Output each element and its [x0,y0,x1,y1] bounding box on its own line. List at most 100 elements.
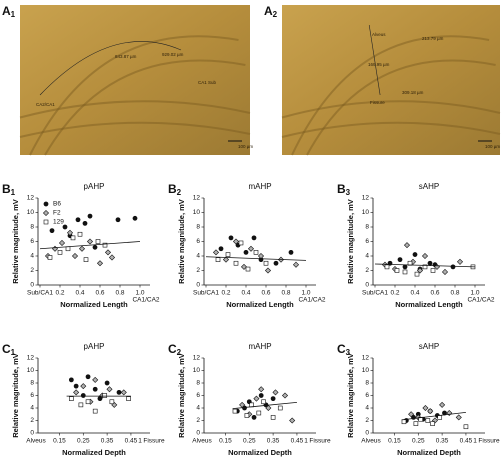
micrograph-label: 213.79 µm [422,36,444,41]
y-tick-label: 8 [196,224,200,231]
micrograph-label: 309.18 µm [402,90,424,95]
data-point [253,395,260,402]
y-tick-label: 4 [30,253,34,260]
tissue-layer [44,59,246,156]
x-end-label: Fissure [143,438,165,445]
chart-title: mAHP [248,342,271,351]
x-axis-label: Normalized Depth [397,448,461,457]
data-point [256,410,262,416]
legend-label: 129 [53,219,64,226]
data-point [75,217,81,223]
x-tick-label: 0.15 [219,438,232,445]
y-tick-label: 12 [27,195,35,202]
data-point [422,404,429,412]
data-point [212,249,220,256]
y-axis-label: Relative magnitude, mV [346,353,355,438]
x-tick-label: 0.8 [115,290,124,297]
panel-subscript: 2 [273,10,278,19]
y-tick-label: 10 [193,209,201,216]
data-point [243,249,249,255]
chart-title: mAHP [248,182,271,191]
x-tick-label: 0.6 [261,290,270,297]
data-point [427,408,434,415]
micrograph-label: 929.02 µm [162,52,184,57]
y-tick-label: 6 [196,392,200,399]
micrograph-label: 100 µm [238,144,253,149]
data-point [92,376,99,383]
y-tick-label: 10 [27,209,35,216]
fit-line [205,256,307,261]
x-tick-label: Sub/CA1 [193,290,219,297]
x-tick-label: 0.35 [436,438,449,445]
x-tick-label: 1.0 [470,290,479,297]
y-tick-label: 6 [196,238,200,245]
data-point [253,250,259,255]
x-tick-label: 0.45 [460,438,473,445]
data-point [270,415,276,420]
data-point [80,393,86,398]
data-point [416,267,424,274]
data-point [102,393,108,398]
fit-line [401,411,466,421]
data-point [69,396,74,401]
data-point [384,264,390,270]
x-tick-label: 0.35 [101,438,114,445]
panel-letter: B [2,182,11,196]
micrograph-image [20,5,250,155]
y-tick-label: 6 [365,238,369,245]
data-point [92,386,98,392]
x-axis-label: Normalized Length [60,300,128,309]
data-point [439,401,446,408]
legend-label: B6 [53,201,61,208]
data-point [402,269,408,275]
x-tick-label: 0.4 [241,290,250,297]
data-point [264,267,272,274]
data-point [80,383,87,390]
x-end-label: 1 [138,438,142,445]
data-point [95,239,101,244]
data-point [281,392,289,399]
data-point [49,228,55,234]
x-tick-label: 0.4 [410,290,419,297]
y-tick-label: 0 [365,282,369,289]
x-end-label: CA1/CA2 [132,297,159,304]
data-point [87,213,93,219]
panel-letter: C [2,342,11,356]
data-point [65,246,71,252]
data-point [68,377,74,383]
data-point [85,374,91,380]
measure-line [39,41,182,96]
y-tick-label: 10 [362,367,370,374]
panel-label: B3 [337,182,351,197]
data-point [104,380,110,386]
data-point [455,414,462,421]
data-point [258,386,265,393]
x-end-label: CA1/CA2 [298,297,325,304]
data-point [463,424,469,430]
data-point [57,250,63,255]
x-tick-label: Sub/CA1 [27,290,53,297]
y-tick-label: 2 [30,417,34,424]
panel-label: C2 [168,342,182,357]
data-point [397,257,403,263]
measure-line [368,24,381,96]
panel-label: B2 [168,182,182,197]
x-tick-label: Sub/CA1 [362,290,388,297]
x-start-label: Alveus [26,438,46,445]
data-point [401,419,407,425]
data-point [422,264,428,270]
data-point [430,268,436,273]
data-point [106,386,113,393]
y-tick-label: 8 [365,224,369,231]
y-tick-label: 4 [30,405,34,412]
x-tick-label: 1.0 [135,290,144,297]
y-tick-label: 2 [196,267,200,274]
micrograph-label: 169.95 µm [368,62,390,67]
micrograph-label: Alveus [372,32,386,37]
data-point [108,254,116,261]
data-point [414,271,420,277]
x-tick-label: 1.0 [301,290,310,297]
tissue-layer [19,100,251,119]
data-point [120,389,127,396]
